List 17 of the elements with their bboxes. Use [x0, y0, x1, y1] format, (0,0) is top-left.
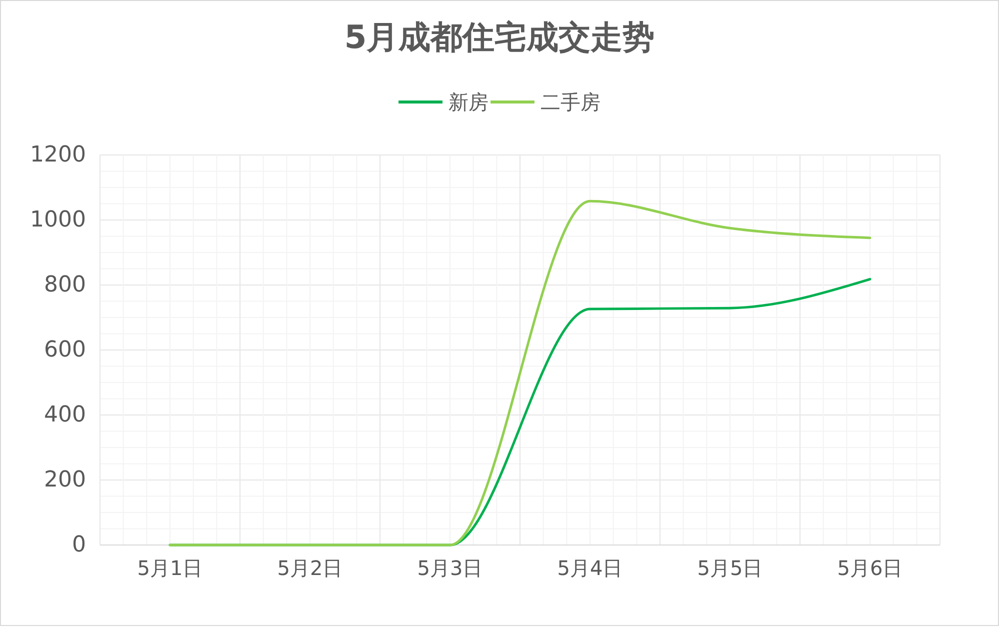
y-tick-label: 1200	[30, 142, 86, 168]
x-tick-label: 5月5日	[697, 556, 763, 580]
chart-title: 5月成都住宅成交走势	[344, 18, 655, 56]
y-tick-label: 400	[44, 402, 86, 428]
y-tick-label: 800	[44, 272, 86, 298]
y-tick-label: 1000	[30, 208, 86, 232]
x-tick-label: 5月3日	[417, 556, 483, 580]
x-tick-label: 5月1日	[137, 556, 203, 580]
legend-label: 新房	[448, 90, 488, 114]
y-tick-label: 600	[44, 338, 86, 362]
y-tick-label: 200	[44, 468, 86, 492]
x-tick-label: 5月6日	[837, 556, 903, 580]
line-series	[168, 200, 872, 546]
legend-label: 二手房	[540, 90, 600, 114]
y-tick-label: 0	[72, 532, 86, 558]
x-tick-label: 5月4日	[557, 556, 623, 580]
x-tick-label: 5月2日	[277, 556, 343, 580]
